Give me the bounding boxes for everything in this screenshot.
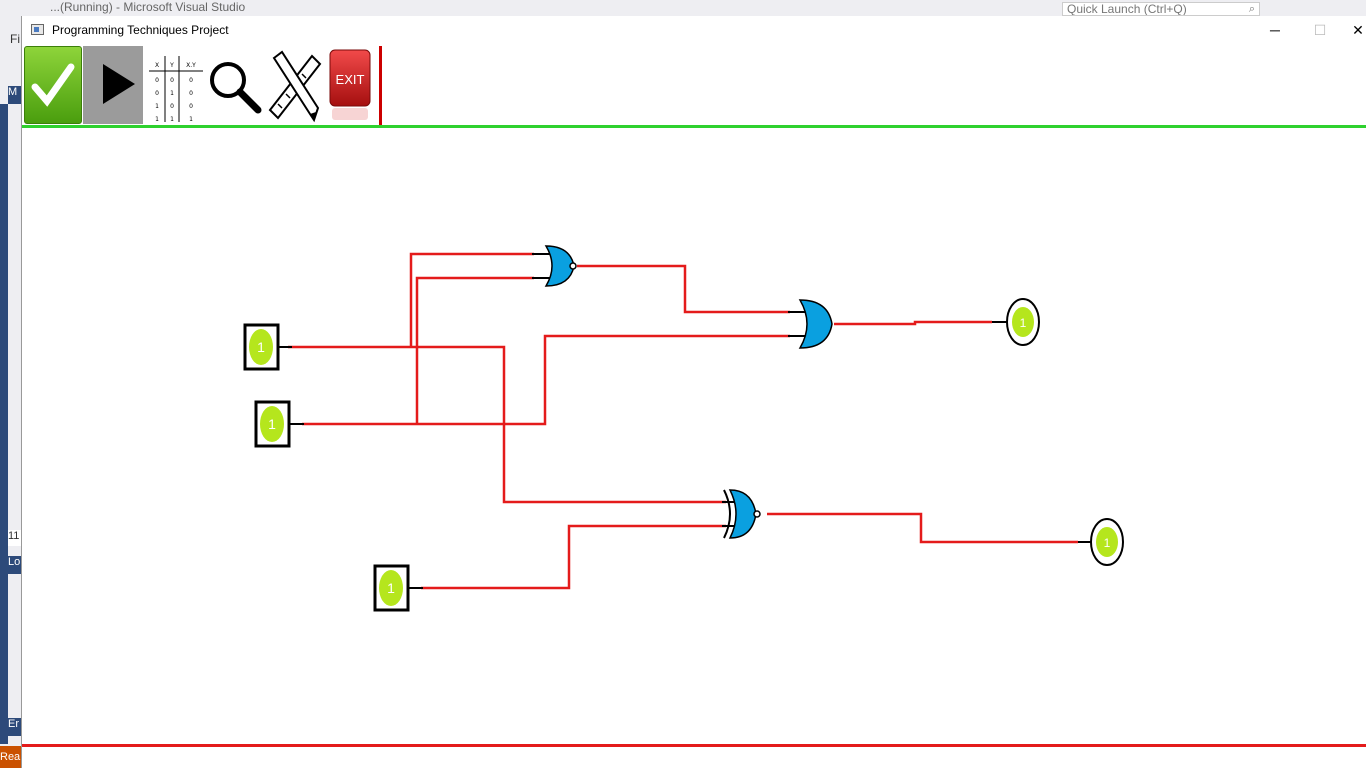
toolbar-separator: [22, 125, 1366, 128]
quick-launch-placeholder: Quick Launch (Ctrl+Q): [1067, 2, 1187, 16]
output-led-value: 1: [1104, 536, 1111, 550]
canvas-bottom-border: [22, 744, 1366, 747]
wire: [834, 320, 992, 326]
minimize-button[interactable]: ─: [1270, 22, 1280, 38]
ide-title-bar: ...(Running) - Microsoft Visual Studio Q…: [0, 0, 1366, 16]
validate-tool-button[interactable]: [24, 46, 82, 124]
search-icon: ⌕: [1248, 3, 1255, 15]
truth-table-header: Y: [169, 62, 174, 69]
truth-table-cell: 0: [189, 90, 193, 97]
truth-table-tool-button[interactable]: X Y X.Y 0 0 0 0 1 0 1 0 0 1 1 1: [145, 46, 205, 124]
truth-table-cell: 0: [189, 103, 193, 110]
output-led-value: 1: [1020, 316, 1027, 330]
input-switch-value: 1: [387, 580, 395, 596]
simulate-tool-button[interactable]: [83, 46, 143, 124]
ide-locals-tab[interactable]: Lo: [8, 556, 22, 574]
nor-gate[interactable]: [544, 245, 577, 287]
exit-tool-button[interactable]: EXIT: [328, 46, 372, 124]
checkmark-icon: [31, 63, 75, 107]
title-bar: Programming Techniques Project ─ ☐ ✕: [22, 16, 1366, 46]
exit-label: EXIT: [336, 72, 365, 87]
toolbar-divider: [379, 46, 382, 126]
ide-status-bar: Rea: [0, 746, 22, 768]
input-switch-1[interactable]: 1: [243, 323, 292, 371]
truth-table-cell: 0: [170, 103, 174, 110]
toolbar: X Y X.Y 0 0 0 0 1 0 1 0 0 1 1 1: [22, 46, 1366, 126]
magnifier-icon: [210, 62, 262, 114]
ide-panel-value: 11: [8, 530, 22, 546]
app-icon: [31, 24, 44, 35]
input-switch-value: 1: [257, 339, 265, 355]
truth-table-cell: 0: [155, 90, 159, 97]
truth-table-cell: 0: [155, 77, 159, 84]
wire: [409, 252, 534, 347]
circuit-canvas[interactable]: 1 1 1 1 1: [22, 16, 1366, 768]
ide-file-menu[interactable]: Fi: [10, 32, 24, 46]
ide-title: ...(Running) - Microsoft Visual Studio: [50, 0, 246, 14]
close-button[interactable]: ✕: [1352, 22, 1364, 38]
ide-errors-tab[interactable]: Er: [8, 718, 22, 736]
truth-table-cell: 0: [170, 77, 174, 84]
truth-table-cell: 1: [155, 116, 159, 123]
app-window: Programming Techniques Project ─ ☐ ✕: [22, 16, 1366, 768]
quick-launch-input[interactable]: Quick Launch (Ctrl+Q) ⌕: [1062, 2, 1260, 16]
output-led-1: 1: [1006, 298, 1040, 346]
truth-table-cell: 1: [189, 116, 193, 123]
wire: [767, 512, 1078, 544]
truth-table-cell: 0: [189, 77, 193, 84]
truth-table-cell: 1: [170, 90, 174, 97]
truth-table-cell: 1: [170, 116, 174, 123]
window-title: Programming Techniques Project: [52, 23, 229, 37]
pencil-ruler-icon: [268, 50, 322, 123]
ide-side-panel: [0, 104, 8, 744]
maximize-button[interactable]: ☐: [1313, 22, 1327, 38]
truth-table-header: X.Y: [186, 62, 196, 69]
wire: [415, 276, 534, 424]
xnor-gate[interactable]: [723, 489, 761, 539]
wire: [302, 334, 790, 426]
exit-icon: EXIT: [329, 49, 371, 120]
edit-tool-button[interactable]: [264, 46, 324, 124]
zoom-tool-button[interactable]: [204, 46, 262, 124]
wire: [577, 264, 790, 314]
input-switch-2[interactable]: 1: [254, 400, 304, 448]
play-icon: [103, 64, 135, 104]
truth-table-header: X: [155, 62, 159, 69]
input-switch-3[interactable]: 1: [373, 564, 423, 612]
wire: [421, 524, 726, 590]
output-led-2: 1: [1090, 518, 1124, 566]
ide-panel-tab[interactable]: M: [8, 86, 22, 104]
input-switch-value: 1: [268, 416, 276, 432]
or-gate[interactable]: [798, 299, 833, 349]
truth-table-cell: 1: [155, 103, 159, 110]
truth-table-icon: X Y X.Y 0 0 0 0 1 0 1 0 0 1 1 1: [149, 56, 203, 123]
wires: [288, 252, 1078, 590]
